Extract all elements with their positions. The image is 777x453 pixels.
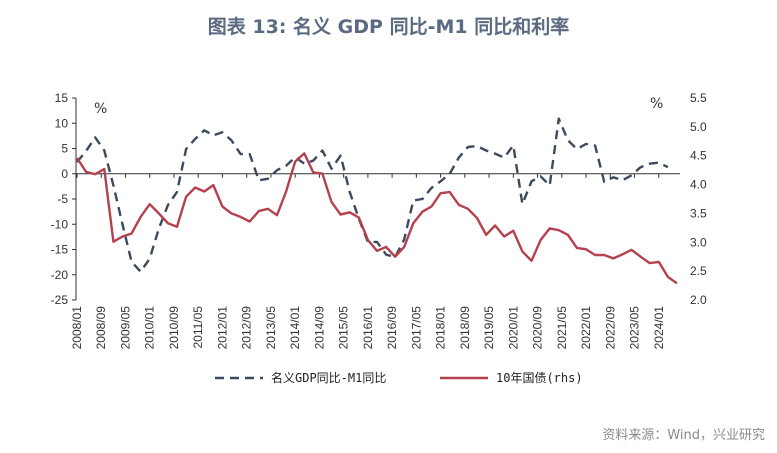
x-tick-label: 2011/05 (191, 306, 205, 349)
x-tick-label: 2010/01 (143, 306, 157, 350)
x-tick-label: 2008/09 (94, 306, 108, 350)
x-tick-label: 2012/09 (240, 306, 254, 350)
x-tick-label: 2015/05 (337, 306, 351, 350)
right-tick-label: 3.0 (690, 235, 707, 249)
left-tick-label: -5 (57, 192, 68, 206)
x-tick-label: 2023/05 (628, 306, 642, 350)
legend-label: 10年国债(rhs) (496, 371, 583, 385)
series-line-gdp-minus-m1 (76, 117, 669, 273)
x-tick-label: 2012/01 (215, 306, 229, 350)
x-tick-label: 2020/01 (506, 306, 520, 350)
left-tick-label: 15 (55, 91, 69, 105)
right-tick-label: 5.5 (690, 91, 707, 105)
x-tick-label: 2020/09 (531, 306, 545, 350)
left-tick-label: 5 (61, 142, 68, 156)
x-tick-label: 2014/09 (312, 306, 326, 350)
source-note: 资料来源：Wind，兴业研究 (602, 428, 765, 443)
left-tick-label: -10 (51, 217, 69, 231)
chart-title: 图表 13: 名义 GDP 同比-M1 同比和利率 (207, 16, 570, 38)
series-line-10y-bond (75, 152, 678, 285)
left-tick-label: -20 (51, 268, 69, 282)
x-tick-label: 2022/01 (579, 306, 593, 350)
x-tick-label: 2014/01 (288, 306, 302, 350)
x-tick-label: 2009/05 (118, 306, 132, 350)
x-tick-label: 2021/05 (555, 306, 569, 350)
legend-label: 名义GDP同比-M1同比 (271, 370, 386, 385)
right-tick-label: 5.0 (690, 120, 707, 134)
x-tick-label: 2019/05 (482, 306, 496, 350)
right-tick-label: 4.0 (690, 178, 707, 192)
left-tick-label: -25 (51, 293, 69, 307)
x-tick-label: 2022/09 (603, 306, 617, 350)
right-tick-label: 4.5 (690, 149, 707, 163)
x-tick-label: 2010/09 (167, 306, 181, 350)
left-unit-label: % (94, 101, 107, 117)
x-tick-label: 2016/01 (361, 306, 375, 350)
x-tick-label: 2008/01 (70, 306, 84, 350)
right-unit-label: % (650, 96, 663, 112)
left-tick-label: 10 (55, 116, 69, 130)
left-tick-label: -15 (51, 243, 69, 257)
right-tick-label: 2.0 (690, 293, 707, 307)
left-tick-label: 0 (61, 167, 68, 181)
x-tick-label: 2024/01 (652, 306, 666, 350)
x-tick-label: 2018/09 (458, 306, 472, 350)
x-tick-label: 2018/01 (434, 306, 448, 350)
x-tick-label: 2016/09 (385, 306, 399, 350)
x-tick-label: 2017/05 (409, 306, 423, 350)
x-tick-label: 2013/05 (264, 306, 278, 350)
right-tick-label: 3.5 (690, 206, 707, 220)
right-tick-label: 2.5 (690, 264, 707, 278)
